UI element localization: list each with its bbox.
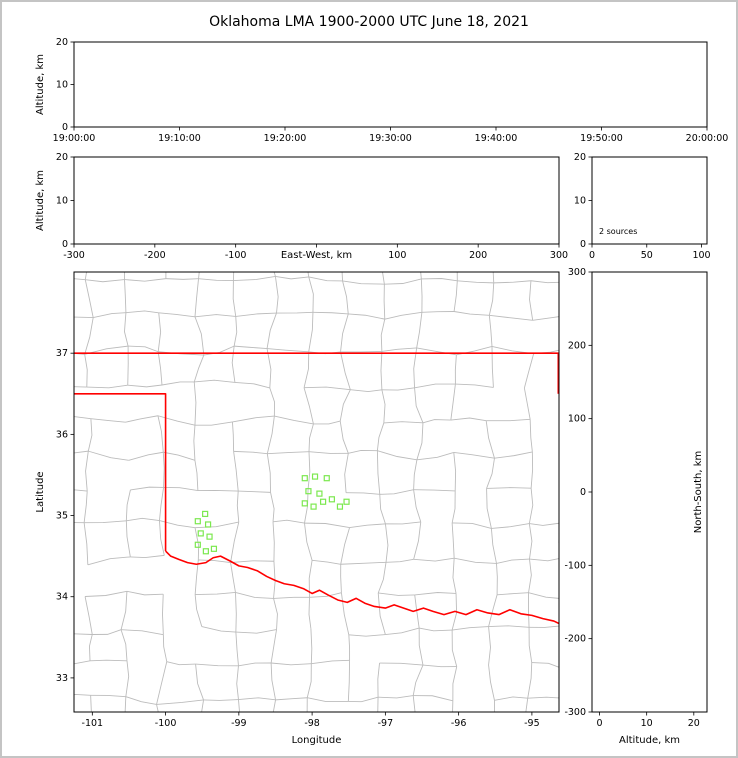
lma-source-point [336,503,344,510]
svg-text:Altitude, km: Altitude, km [619,735,680,746]
svg-text:-99: -99 [231,718,247,729]
lma-source-point [202,548,209,555]
svg-text:34: 34 [56,592,68,603]
source-count-annotation: 2 sources [599,227,637,236]
map-panel: -101 -100 -99 -98 -97 -96 -95 Longitude 33 34 35 36… [35,271,560,746]
lma-source-point [202,510,209,518]
svg-text:Altitude, km: Altitude, km [35,54,46,115]
svg-text:19:00:00: 19:00:00 [53,133,96,144]
lma-source-point [301,500,308,507]
time-height-panel: 19:00:00 19:10:00 19:20:00 19:30:00 19:40:00… [35,37,728,144]
svg-text:-100: -100 [564,560,586,571]
svg-text:0: 0 [589,250,595,261]
state-border-lines [74,352,559,625]
svg-text:-96: -96 [451,718,467,729]
alt-histogram-panel: 0 50 100 0 10 20 2 sources [574,152,711,261]
svg-text:-100: -100 [155,718,177,729]
svg-text:20:00:00: 20:00:00 [686,133,729,144]
lma-source-point [301,475,308,482]
svg-text:19:40:00: 19:40:00 [475,133,518,144]
svg-text:-200: -200 [564,634,586,645]
svg-text:19:10:00: 19:10:00 [158,133,201,144]
svg-text:200: 200 [568,340,586,351]
svg-text:20: 20 [688,718,700,729]
lma-source-point [197,530,204,537]
svg-text:Latitude: Latitude [35,471,46,512]
svg-text:19:20:00: 19:20:00 [264,133,307,144]
svg-text:100: 100 [568,414,586,425]
svg-text:0: 0 [597,718,603,729]
svg-text:10: 10 [56,80,68,91]
lma-source-point [204,521,212,528]
svg-text:20: 20 [56,37,68,48]
svg-text:Longitude: Longitude [292,735,342,746]
svg-text:100: 100 [692,250,710,261]
lma-source-point [328,496,335,503]
svg-text:-98: -98 [304,718,320,729]
svg-text:19:30:00: 19:30:00 [369,133,412,144]
svg-text:-100: -100 [225,250,247,261]
svg-text:0: 0 [580,239,586,250]
time-height-frame [73,41,708,128]
svg-text:50: 50 [641,250,653,261]
svg-text:-101: -101 [82,718,104,729]
lma-source-point [311,473,319,480]
svg-text:35: 35 [56,511,68,522]
lma-source-point [206,533,213,540]
lma-source-point [210,545,218,552]
svg-text:33: 33 [56,673,68,684]
svg-text:200: 200 [469,250,487,261]
ns-height-panel: 0 10 20 Altitude, km 300 200 100 0 -100 -200 -300 N… [564,267,708,746]
svg-text:100: 100 [388,250,406,261]
svg-text:300: 300 [568,267,586,278]
map-layers [74,272,559,712]
svg-text:10: 10 [56,196,68,207]
lma-source-point [194,541,201,548]
ns-height-frame [591,271,708,713]
lma-source-markers [194,473,350,555]
svg-text:North-South, km: North-South, km [693,451,704,534]
svg-text:-300: -300 [63,250,85,261]
svg-text:10: 10 [574,196,586,207]
svg-text:10: 10 [641,718,653,729]
svg-text:300: 300 [550,250,568,261]
svg-text:Altitude, km: Altitude, km [35,170,46,231]
county-boundaries [74,272,559,712]
figure-title: Oklahoma LMA 1900-2000 UTC June 18, 2021 [209,14,529,30]
svg-text:0: 0 [580,487,586,498]
svg-text:-95: -95 [524,718,540,729]
svg-text:-200: -200 [144,250,166,261]
svg-text:0: 0 [62,122,68,133]
svg-text:-97: -97 [378,718,394,729]
lma-source-point [194,518,201,525]
lma-source-point [323,475,330,482]
svg-text:36: 36 [56,429,68,440]
svg-text:-300: -300 [564,707,586,718]
ew-height-frame [73,156,560,245]
svg-text:East-West, km: East-West, km [281,250,352,261]
lma-source-point [319,498,327,505]
lma-source-point [343,498,350,505]
ew-height-panel: -300 -200 -100 100 200 300 East-West, km 0 10 20 A… [35,152,568,261]
lma-source-point [305,488,312,495]
lma-source-point [310,503,317,510]
svg-text:37: 37 [56,348,68,359]
svg-text:20: 20 [56,152,68,163]
lma-source-point [316,490,323,497]
map-frame [73,271,560,713]
svg-text:19:50:00: 19:50:00 [580,133,623,144]
svg-text:20: 20 [574,152,586,163]
svg-text:0: 0 [62,239,68,250]
